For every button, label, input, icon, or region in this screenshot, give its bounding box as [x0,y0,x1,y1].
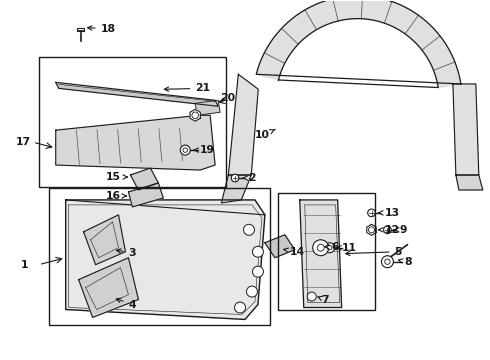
Circle shape [235,302,245,313]
Text: 16: 16 [105,191,126,201]
Polygon shape [128,183,163,207]
Polygon shape [221,175,251,203]
Polygon shape [367,224,376,235]
Polygon shape [456,175,483,190]
Circle shape [313,240,329,256]
Circle shape [307,292,316,301]
Circle shape [382,256,393,268]
Circle shape [183,148,188,152]
Polygon shape [265,235,295,258]
Circle shape [384,226,392,234]
Polygon shape [256,0,461,87]
Bar [49,188,270,325]
Circle shape [252,266,264,277]
Text: 19: 19 [194,145,215,155]
Bar [278,193,375,310]
Text: 14: 14 [284,247,305,257]
Text: 12: 12 [378,225,399,235]
Text: 11: 11 [336,243,357,253]
Bar [77,28,84,31]
Polygon shape [56,82,218,106]
Circle shape [180,145,190,155]
Text: 21: 21 [164,84,210,93]
Circle shape [246,286,257,297]
Text: 1: 1 [21,260,28,270]
Text: 20: 20 [220,93,235,103]
Polygon shape [56,115,215,170]
Circle shape [385,259,390,264]
Text: 9: 9 [394,225,407,235]
Text: 7: 7 [318,294,329,305]
Text: 10: 10 [255,129,275,140]
Circle shape [368,209,375,217]
Circle shape [327,246,332,250]
Polygon shape [84,215,125,265]
Text: 2: 2 [243,173,256,183]
Polygon shape [228,74,258,175]
Text: 18: 18 [88,24,116,33]
Polygon shape [130,168,158,190]
Circle shape [317,244,324,251]
Polygon shape [66,200,265,319]
Circle shape [244,224,254,235]
Text: 8: 8 [398,257,412,267]
Polygon shape [195,100,220,115]
Polygon shape [300,200,342,307]
Text: 6: 6 [325,242,339,252]
Text: 13: 13 [378,208,399,218]
Polygon shape [453,84,479,175]
Circle shape [231,174,239,182]
Circle shape [325,243,335,253]
Circle shape [252,246,264,257]
Text: 3: 3 [117,248,136,258]
Text: 5: 5 [345,247,402,257]
Polygon shape [78,258,138,318]
Text: 17: 17 [16,137,31,147]
Bar [39,58,226,187]
Text: 15: 15 [105,172,127,182]
Polygon shape [190,109,200,121]
Text: 4: 4 [116,298,136,310]
